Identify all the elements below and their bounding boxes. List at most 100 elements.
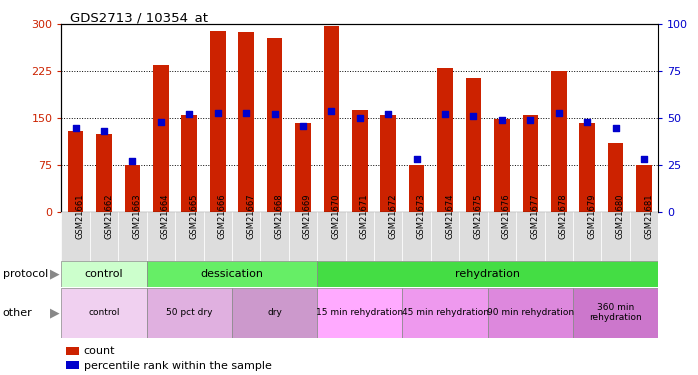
Bar [579,123,595,212]
Bar [232,212,260,261]
Bar [210,31,225,212]
Bar [544,212,573,261]
Bar [352,110,368,212]
Point [610,124,621,130]
Text: GSM21674: GSM21674 [445,193,454,238]
Bar [431,212,459,261]
Bar [602,212,630,261]
Text: 45 min rehydration: 45 min rehydration [401,308,489,317]
Bar [636,165,652,212]
Text: GSM21673: GSM21673 [417,193,426,238]
Point [496,117,507,123]
Point [468,113,479,119]
Text: ▶: ▶ [50,268,60,280]
Text: GSM21663: GSM21663 [133,193,142,238]
Text: GSM21672: GSM21672 [388,193,397,238]
Bar [153,65,169,212]
Text: count: count [84,346,115,356]
Point [326,108,337,114]
Text: rehydration: rehydration [455,269,520,279]
Bar [317,288,403,338]
Bar [125,165,140,212]
Bar [204,212,232,261]
Bar [267,38,283,212]
Text: 50 pct dry: 50 pct dry [166,308,213,317]
Bar [260,212,289,261]
Bar [175,212,204,261]
Text: GSM21669: GSM21669 [303,193,312,238]
Bar [90,212,118,261]
Text: GSM21675: GSM21675 [473,193,482,238]
Point [383,111,394,117]
Point [70,124,81,130]
Bar [437,68,453,212]
Bar [630,212,658,261]
Point [639,156,650,162]
Bar [608,143,623,212]
Text: 100%: 100% [697,24,698,34]
Point [212,110,223,116]
Bar [317,212,346,261]
Bar [374,212,403,261]
Bar [147,261,317,287]
Bar [466,78,482,212]
Text: 360 min
rehydration: 360 min rehydration [589,303,642,322]
Text: GSM21662: GSM21662 [104,193,113,238]
Bar [494,119,510,212]
Bar [573,288,658,338]
Bar [181,115,197,212]
Text: GSM21671: GSM21671 [360,193,369,238]
Text: protocol: protocol [3,269,48,279]
Text: GSM21677: GSM21677 [530,193,540,238]
Bar [324,26,339,212]
Text: GSM21679: GSM21679 [587,193,596,238]
Text: GSM21670: GSM21670 [332,193,341,238]
Bar [61,288,147,338]
Bar [380,115,396,212]
Point [553,110,564,116]
Text: other: other [3,308,33,318]
Text: GSM21667: GSM21667 [246,193,255,238]
Bar [403,288,488,338]
Text: GSM21665: GSM21665 [189,193,198,238]
Bar [516,212,544,261]
Text: GSM21668: GSM21668 [274,193,283,238]
Bar [317,261,658,287]
Bar [289,212,317,261]
Bar [295,123,311,212]
Bar [238,32,254,212]
Bar [147,288,232,338]
Point [127,158,138,164]
Point [297,123,309,129]
Bar [488,212,516,261]
Text: GSM21661: GSM21661 [75,193,84,238]
Text: control: control [89,308,120,317]
Text: GSM21664: GSM21664 [161,193,170,238]
Text: control: control [84,269,124,279]
Point [155,119,166,125]
Point [581,119,593,125]
Text: GSM21680: GSM21680 [616,193,625,238]
Bar [232,288,317,338]
Text: 90 min rehydration: 90 min rehydration [487,308,574,317]
Bar [61,261,147,287]
Bar [346,212,374,261]
Text: dry: dry [267,308,282,317]
Point [184,111,195,117]
Bar [118,212,147,261]
Bar [61,212,90,261]
Text: ▶: ▶ [50,306,60,319]
Bar [488,288,573,338]
Point [525,117,536,123]
Bar [573,212,602,261]
Bar [96,134,112,212]
Bar [551,71,567,212]
Text: GSM21666: GSM21666 [218,193,227,238]
Bar [403,212,431,261]
Point [269,111,280,117]
Point [241,110,252,116]
Text: GSM21678: GSM21678 [558,193,567,238]
Bar [68,130,84,212]
Bar [147,212,175,261]
Point [354,115,366,121]
